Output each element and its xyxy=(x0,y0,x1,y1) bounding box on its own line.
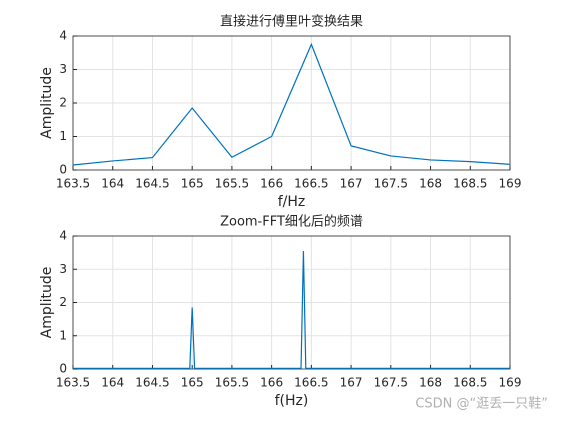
y-tick-label: 2 xyxy=(59,96,67,110)
x-tick-label: 164 xyxy=(101,376,124,390)
y-tick-label: 1 xyxy=(59,129,67,143)
x-tick-label: 168.5 xyxy=(453,177,487,191)
chart-title: Zoom-FFT细化后的频谱 xyxy=(220,214,363,230)
x-tick-label: 163.5 xyxy=(56,376,90,390)
x-tick-label: 168.5 xyxy=(453,376,487,390)
x-tick-label: 167.5 xyxy=(374,376,408,390)
data-line xyxy=(73,250,510,369)
x-tick-label: 167 xyxy=(340,177,363,191)
x-tick-label: 163.5 xyxy=(56,177,90,191)
x-tick-label: 164.5 xyxy=(135,177,169,191)
x-tick-label: 165.5 xyxy=(215,177,249,191)
y-tick-label: 4 xyxy=(59,29,67,43)
data-line xyxy=(72,42,511,166)
y-tick-label: 2 xyxy=(59,295,67,309)
x-axis-label: f/Hz xyxy=(278,194,306,210)
y-tick-label: 0 xyxy=(59,163,67,177)
x-tick-label: 167 xyxy=(340,376,363,390)
x-tick-label: 166.5 xyxy=(294,177,328,191)
x-tick-label: 166 xyxy=(260,376,283,390)
x-tick-label: 167.5 xyxy=(374,177,408,191)
x-axis-label: f(Hz) xyxy=(275,393,309,409)
x-tick-label: 164.5 xyxy=(135,376,169,390)
y-tick-label: 1 xyxy=(59,328,67,342)
watermark: CSDN @“逛丢一只鞋” xyxy=(415,396,548,412)
y-tick-label: 4 xyxy=(59,229,67,243)
x-tick-label: 165 xyxy=(181,376,204,390)
x-tick-label: 164 xyxy=(101,177,124,191)
axes-box xyxy=(72,35,511,171)
y-tick-label: 3 xyxy=(59,262,67,276)
x-tick-label: 165.5 xyxy=(215,376,249,390)
y-tick-label: 0 xyxy=(59,362,67,376)
x-tick-label: 169 xyxy=(499,177,522,191)
chart-title: 直接进行傅里叶变换结果 xyxy=(220,14,363,30)
x-tick-label: 165 xyxy=(181,177,204,191)
x-tick-label: 168 xyxy=(419,376,442,390)
x-tick-label: 169 xyxy=(499,376,522,390)
y-tick-label: 3 xyxy=(59,62,67,76)
x-tick-label: 168 xyxy=(419,177,442,191)
axes-box xyxy=(72,235,511,370)
x-tick-label: 166.5 xyxy=(294,376,328,390)
y-axis-label: Amplitude xyxy=(39,267,55,339)
x-tick-label: 166 xyxy=(260,177,283,191)
y-axis-label: Amplitude xyxy=(39,67,55,139)
